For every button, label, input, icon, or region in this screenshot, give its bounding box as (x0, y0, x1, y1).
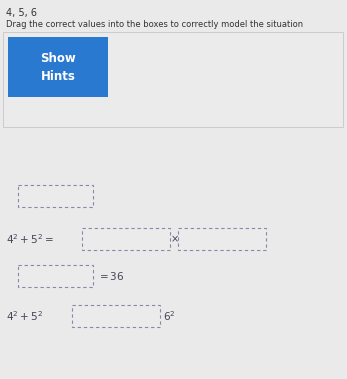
Text: $6^2$: $6^2$ (163, 309, 176, 323)
Text: $\times$: $\times$ (170, 234, 178, 244)
FancyBboxPatch shape (3, 32, 343, 127)
Bar (18, 265, 93, 287)
Bar (72, 305, 160, 327)
Text: $4^2 + 5^2=$: $4^2 + 5^2=$ (6, 232, 53, 246)
Bar (18, 185, 93, 207)
Text: $4^2 + 5^2$: $4^2 + 5^2$ (6, 309, 43, 323)
Text: Drag the correct values into the boxes to correctly model the situation: Drag the correct values into the boxes t… (6, 20, 303, 29)
FancyBboxPatch shape (8, 37, 108, 97)
Text: $= 36$: $= 36$ (97, 270, 124, 282)
Text: 4, 5, 6: 4, 5, 6 (6, 8, 37, 18)
Bar (82, 228, 170, 250)
Text: Show
Hints: Show Hints (40, 52, 76, 83)
Bar (178, 228, 266, 250)
